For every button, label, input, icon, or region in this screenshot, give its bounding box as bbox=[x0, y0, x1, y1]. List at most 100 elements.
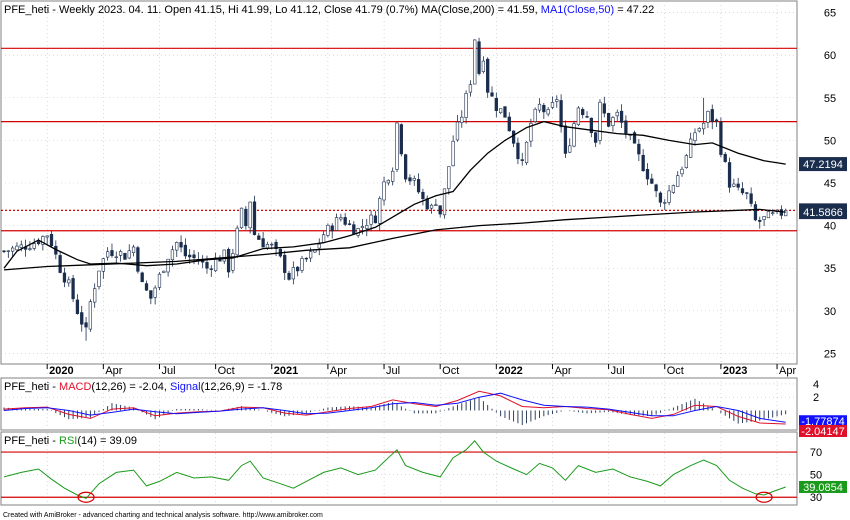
date-tick-label: 2023 bbox=[723, 365, 747, 377]
candle-body bbox=[252, 201, 257, 235]
oversold-marker bbox=[77, 491, 95, 503]
candle-body bbox=[555, 99, 559, 102]
macd-value-label: -2.04147 bbox=[801, 426, 844, 438]
candle-body bbox=[403, 154, 408, 180]
candle-body bbox=[114, 256, 118, 258]
rsi-value-label: 39.0854 bbox=[803, 482, 843, 494]
macd-panel-title: PFE_heti - MACD(12,26) = -2.04, Signal(1… bbox=[4, 381, 282, 393]
rsi-tick-label: 30 bbox=[810, 492, 822, 504]
candle-body bbox=[399, 124, 403, 155]
candle-body bbox=[192, 254, 196, 259]
candle-body bbox=[524, 141, 529, 163]
candle-body bbox=[244, 208, 248, 227]
candle-body bbox=[257, 235, 261, 240]
price-tag bbox=[799, 205, 847, 220]
candle-body bbox=[615, 111, 619, 117]
candle-body bbox=[684, 155, 688, 168]
candle-body bbox=[516, 142, 520, 160]
candle-body bbox=[32, 243, 36, 249]
candle-body bbox=[650, 178, 654, 184]
candle-body bbox=[10, 247, 15, 252]
candle-body bbox=[248, 201, 252, 229]
candle-body bbox=[740, 188, 745, 194]
price-tag bbox=[799, 157, 847, 172]
candle-body bbox=[339, 217, 343, 220]
candle-body bbox=[296, 266, 300, 272]
macd-grid bbox=[1, 383, 797, 398]
candle-body bbox=[140, 272, 144, 283]
candle-body bbox=[36, 241, 41, 245]
price-tick-label: 25 bbox=[824, 348, 836, 360]
candle-body bbox=[421, 191, 425, 199]
candle-body bbox=[2, 250, 6, 253]
candle-body bbox=[58, 255, 62, 273]
candle-body bbox=[334, 217, 339, 231]
candle-body bbox=[503, 106, 507, 118]
candle-body bbox=[183, 244, 188, 257]
candle-body bbox=[771, 212, 775, 214]
candle-body bbox=[265, 244, 270, 249]
candle-body bbox=[131, 246, 136, 253]
rsi-panel-bg bbox=[0, 431, 798, 506]
date-tick-label: 2021 bbox=[274, 365, 298, 377]
price-tick-label: 40 bbox=[824, 221, 836, 233]
candle-body bbox=[762, 216, 766, 220]
candle-body bbox=[67, 279, 71, 284]
candle-body bbox=[641, 154, 645, 172]
candle-body bbox=[166, 258, 170, 273]
candle-body bbox=[373, 215, 378, 224]
price-tick-label: 30 bbox=[824, 306, 836, 318]
candle-body bbox=[727, 162, 732, 188]
macd-tick-label: 4 bbox=[813, 379, 819, 391]
macd-lines bbox=[3, 390, 786, 425]
candle-body bbox=[71, 278, 75, 300]
candle-body bbox=[464, 93, 468, 118]
signal-line bbox=[3, 392, 786, 423]
candle-body bbox=[110, 250, 114, 256]
candle-body bbox=[352, 224, 356, 235]
date-tick-label: Apr bbox=[330, 365, 347, 377]
candle-body bbox=[382, 181, 386, 201]
candle-body bbox=[429, 204, 434, 209]
candle-body bbox=[408, 177, 412, 182]
candle-body bbox=[624, 120, 628, 134]
candle-body bbox=[546, 109, 550, 115]
candle-body bbox=[494, 97, 498, 111]
date-tick-label: 2022 bbox=[498, 365, 522, 377]
price-horizontal-lines bbox=[1, 47, 797, 232]
candle-body bbox=[671, 185, 676, 193]
candle-body bbox=[330, 225, 334, 232]
candle-body bbox=[654, 184, 658, 192]
footer-credit: Created with AmiBroker - advanced charti… bbox=[3, 512, 323, 519]
price-panel-bg bbox=[0, 0, 798, 365]
rsi-panel-title: PFE_heti - RSI(14) = 39.09 bbox=[4, 435, 137, 447]
oversold-marker bbox=[755, 491, 773, 503]
candle-body bbox=[438, 205, 442, 215]
candle-body bbox=[499, 108, 503, 114]
candle-body bbox=[701, 122, 706, 130]
price-tick-label: 60 bbox=[824, 50, 836, 62]
macd-value-tag bbox=[799, 424, 847, 437]
price-tick-label: 35 bbox=[824, 263, 836, 275]
candle-body bbox=[88, 301, 93, 330]
candle-body bbox=[559, 100, 563, 128]
candle-body bbox=[542, 104, 546, 113]
date-tick-label: Oct bbox=[667, 365, 684, 377]
candle-body bbox=[589, 117, 593, 134]
price-tick-label: 50 bbox=[824, 135, 836, 147]
candle-body bbox=[326, 224, 330, 236]
candle-body bbox=[714, 119, 719, 122]
candle-body bbox=[663, 202, 667, 204]
candle-body bbox=[19, 244, 23, 248]
candle-body bbox=[347, 223, 352, 225]
rsi-value-tag bbox=[799, 480, 847, 493]
candle-body bbox=[386, 179, 391, 184]
candle-body bbox=[274, 241, 278, 250]
candle-body bbox=[188, 254, 192, 258]
candle-body bbox=[460, 116, 464, 123]
candle-body bbox=[45, 235, 49, 238]
candle-body bbox=[563, 125, 568, 154]
candle-body bbox=[118, 251, 123, 256]
